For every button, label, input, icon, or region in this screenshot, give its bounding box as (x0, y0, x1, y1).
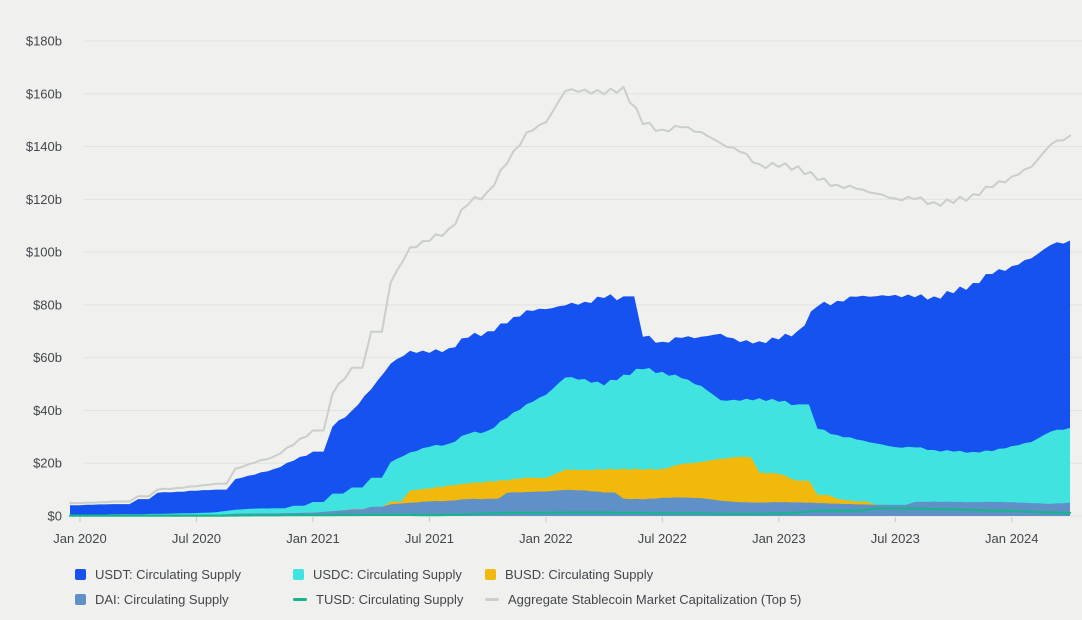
stablecoin-supply-chart[interactable]: $0 $20b $40b $60b $80b $100b $120b $140b $160b $1… (0, 0, 1082, 556)
legend-line-swatch-aggregate (485, 597, 499, 601)
legend-label-busd: BUSD: Circulating Supply (505, 566, 654, 582)
x-axis-tick-label: Jan 2023 (752, 531, 806, 546)
legend-label-tusd: TUSD: Circulating Supply (316, 591, 464, 607)
legend-item-usdt[interactable]: USDT: Circulating Supply (75, 566, 293, 582)
legend-item-busd[interactable]: BUSD: Circulating Supply (485, 566, 801, 582)
y-axis-tick-label: $60b (33, 350, 62, 365)
legend-label-aggregate: Aggregate Stablecoin Market Capitalizati… (508, 591, 802, 607)
y-axis-tick-label: $80b (33, 297, 62, 312)
x-axis-tick-label: Jul 2020 (172, 531, 221, 546)
legend-item-usdc[interactable]: USDC: Circulating Supply (293, 566, 485, 582)
legend-label-usdt: USDT: Circulating Supply (95, 566, 241, 582)
legend-item-dai[interactable]: DAI: Circulating Supply (75, 591, 293, 607)
legend-line-swatch-tusd (293, 597, 307, 601)
y-axis-tick-label: $140b (26, 139, 62, 154)
chart-svg[interactable]: $0 $20b $40b $60b $80b $100b $120b $140b $160b $1… (0, 0, 1082, 556)
line-tusd (68, 507, 1072, 517)
legend-item-tusd[interactable]: TUSD: Circulating Supply (293, 591, 485, 607)
legend-item-aggregate[interactable]: Aggregate Stablecoin Market Capitalizati… (485, 591, 801, 607)
series-layer (68, 85, 1072, 517)
x-axis-tick-label: Jan 2021 (286, 531, 340, 546)
legend-square-swatch-dai (75, 593, 86, 605)
y-axis-tick-label: $120b (26, 192, 62, 207)
line-aggregate (69, 85, 1071, 505)
legend-square-swatch-usdc (293, 568, 304, 580)
legend-square-swatch-usdt (75, 568, 86, 580)
y-axis-tick-label: $0 (48, 509, 62, 524)
y-axis-tick-label: $180b (26, 34, 62, 49)
x-axis-tick-label: Jul 2022 (638, 531, 687, 546)
chart-legend: USDT: Circulating Supply USDC: Circulatin… (75, 566, 801, 607)
area-usdc (70, 368, 1070, 516)
y-axis-tick-label: $100b (26, 245, 62, 260)
legend-label-dai: DAI: Circulating Supply (95, 591, 229, 607)
x-axis-tick-label: Jan 2022 (519, 531, 573, 546)
x-axis-tick-label: Jul 2023 (871, 531, 920, 546)
y-axis-tick-label: $40b (33, 403, 62, 418)
x-axis-tick-label: Jan 2020 (53, 531, 107, 546)
axis-layer: $0 $20b $40b $60b $80b $100b $120b $140b $160b $1… (26, 34, 1039, 547)
y-axis-tick-label: $20b (33, 456, 62, 471)
legend-label-usdc: USDC: Circulating Supply (313, 566, 462, 582)
x-axis-tick-label: Jan 2024 (985, 531, 1039, 546)
area-busd (70, 456, 1070, 516)
area-dai (70, 489, 1070, 516)
legend-square-swatch-busd (485, 568, 496, 580)
x-axis-tick-label: Jul 2021 (405, 531, 454, 546)
y-axis-tick-label: $160b (26, 86, 62, 101)
